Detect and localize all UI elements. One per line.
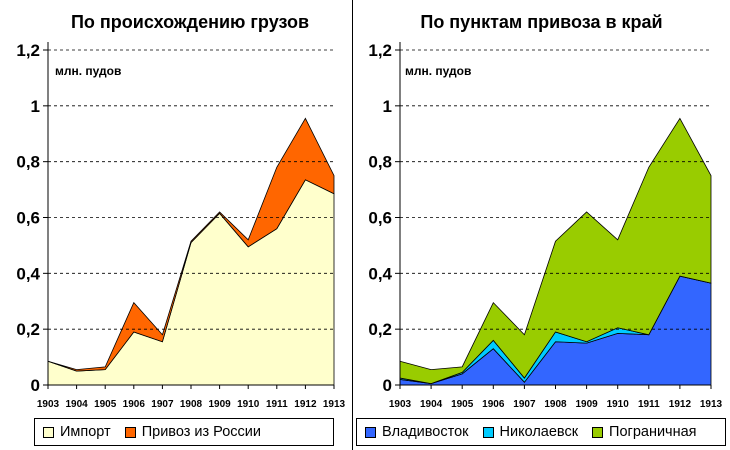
legend-label: Импорт <box>60 424 111 440</box>
panel-divider <box>352 0 353 450</box>
legend-item: Николаевск <box>482 424 579 440</box>
y-tick-label: 0,4 <box>16 264 40 283</box>
legend-swatch <box>482 426 494 438</box>
legend-item: Владивосток <box>365 424 469 440</box>
y-tick-label: 0,8 <box>368 153 392 172</box>
legend-swatch <box>124 426 136 438</box>
legend-label: Привоз из России <box>141 424 261 440</box>
x-tick-label: 1907 <box>151 399 174 410</box>
y-tick-label: 0,2 <box>16 320 40 339</box>
x-tick-label: 1903 <box>37 399 60 410</box>
chart-svg: 0 0,2 0,4 0,6 0,8 1 1,2 1903 1904 1905 1906 1907 190… <box>16 41 346 410</box>
y-tick-label: 0,4 <box>368 264 392 283</box>
x-tick-label: 1908 <box>544 399 567 410</box>
y-tick-label: 0,6 <box>368 209 392 228</box>
x-tick-label: 1903 <box>389 399 412 410</box>
legend-item: Привоз из России <box>124 424 261 440</box>
y-unit-label: млн. пудов <box>405 64 472 78</box>
area-1 <box>47 179 335 386</box>
x-tick-label: 1910 <box>607 399 630 410</box>
y-tick-label: 1,2 <box>368 41 392 60</box>
x-tick-label: 1911 <box>266 399 288 410</box>
y-tick-label: 0,6 <box>16 209 40 228</box>
legend-item: Импорт <box>43 424 111 440</box>
legend-swatch <box>365 426 376 438</box>
x-tick-label: 1904 <box>420 399 443 410</box>
legend-swatch <box>43 426 54 438</box>
x-tick-label: 1912 <box>669 399 692 410</box>
x-tick-label: 1912 <box>294 399 317 410</box>
x-tick-label: 1913 <box>700 399 723 410</box>
y-tick-label: 1 <box>383 97 392 116</box>
x-tick-label: 1904 <box>65 399 88 410</box>
chart-title: По происхождению грузов <box>70 12 310 32</box>
legend: Владивосток Николаевск Пограничная <box>356 418 726 446</box>
y-tick-label: 0 <box>31 376 40 395</box>
x-tick-label: 1910 <box>237 399 260 410</box>
chart-panel-origin: По происхождению грузов 0 0,2 0,4 0,6 0,8 1 1,… <box>16 12 346 446</box>
x-tick-label: 1911 <box>638 399 660 410</box>
area-3 <box>399 117 712 385</box>
y-tick-label: 1,2 <box>16 41 40 60</box>
x-tick-label: 1909 <box>208 399 231 410</box>
x-tick-label: 1909 <box>575 399 598 410</box>
y-tick-label: 0 <box>383 376 392 395</box>
area-2 <box>47 117 335 372</box>
y-unit-label: млн. пудов <box>55 64 122 78</box>
y-tick-label: 1 <box>31 97 40 116</box>
chart-title: По пунктам привоза в край <box>420 12 663 32</box>
legend: Импорт Привоз из России <box>34 418 334 446</box>
x-tick-label: 1907 <box>513 399 536 410</box>
chart-svg: 0 0,2 0,4 0,6 0,8 1 1,2 1903 1904 1905 1906 1907 190… <box>368 41 723 410</box>
x-tick-label: 1913 <box>323 399 346 410</box>
y-tick-label: 0,2 <box>368 320 392 339</box>
chart-panel-destination: По пунктам привоза в край 0 0,2 0,4 0,6 0,8 1… <box>356 0 730 450</box>
legend-label: Владивосток <box>382 424 469 440</box>
legend-swatch <box>592 426 604 438</box>
legend-item: Пограничная <box>592 424 697 440</box>
legend-label: Николаевск <box>499 424 579 440</box>
legend-label: Пограничная <box>609 424 697 440</box>
x-tick-label: 1908 <box>180 399 203 410</box>
x-tick-label: 1906 <box>482 399 505 410</box>
x-tick-label: 1906 <box>123 399 146 410</box>
x-tick-label: 1905 <box>94 399 117 410</box>
y-tick-label: 0,8 <box>16 153 40 172</box>
x-tick-label: 1905 <box>451 399 474 410</box>
